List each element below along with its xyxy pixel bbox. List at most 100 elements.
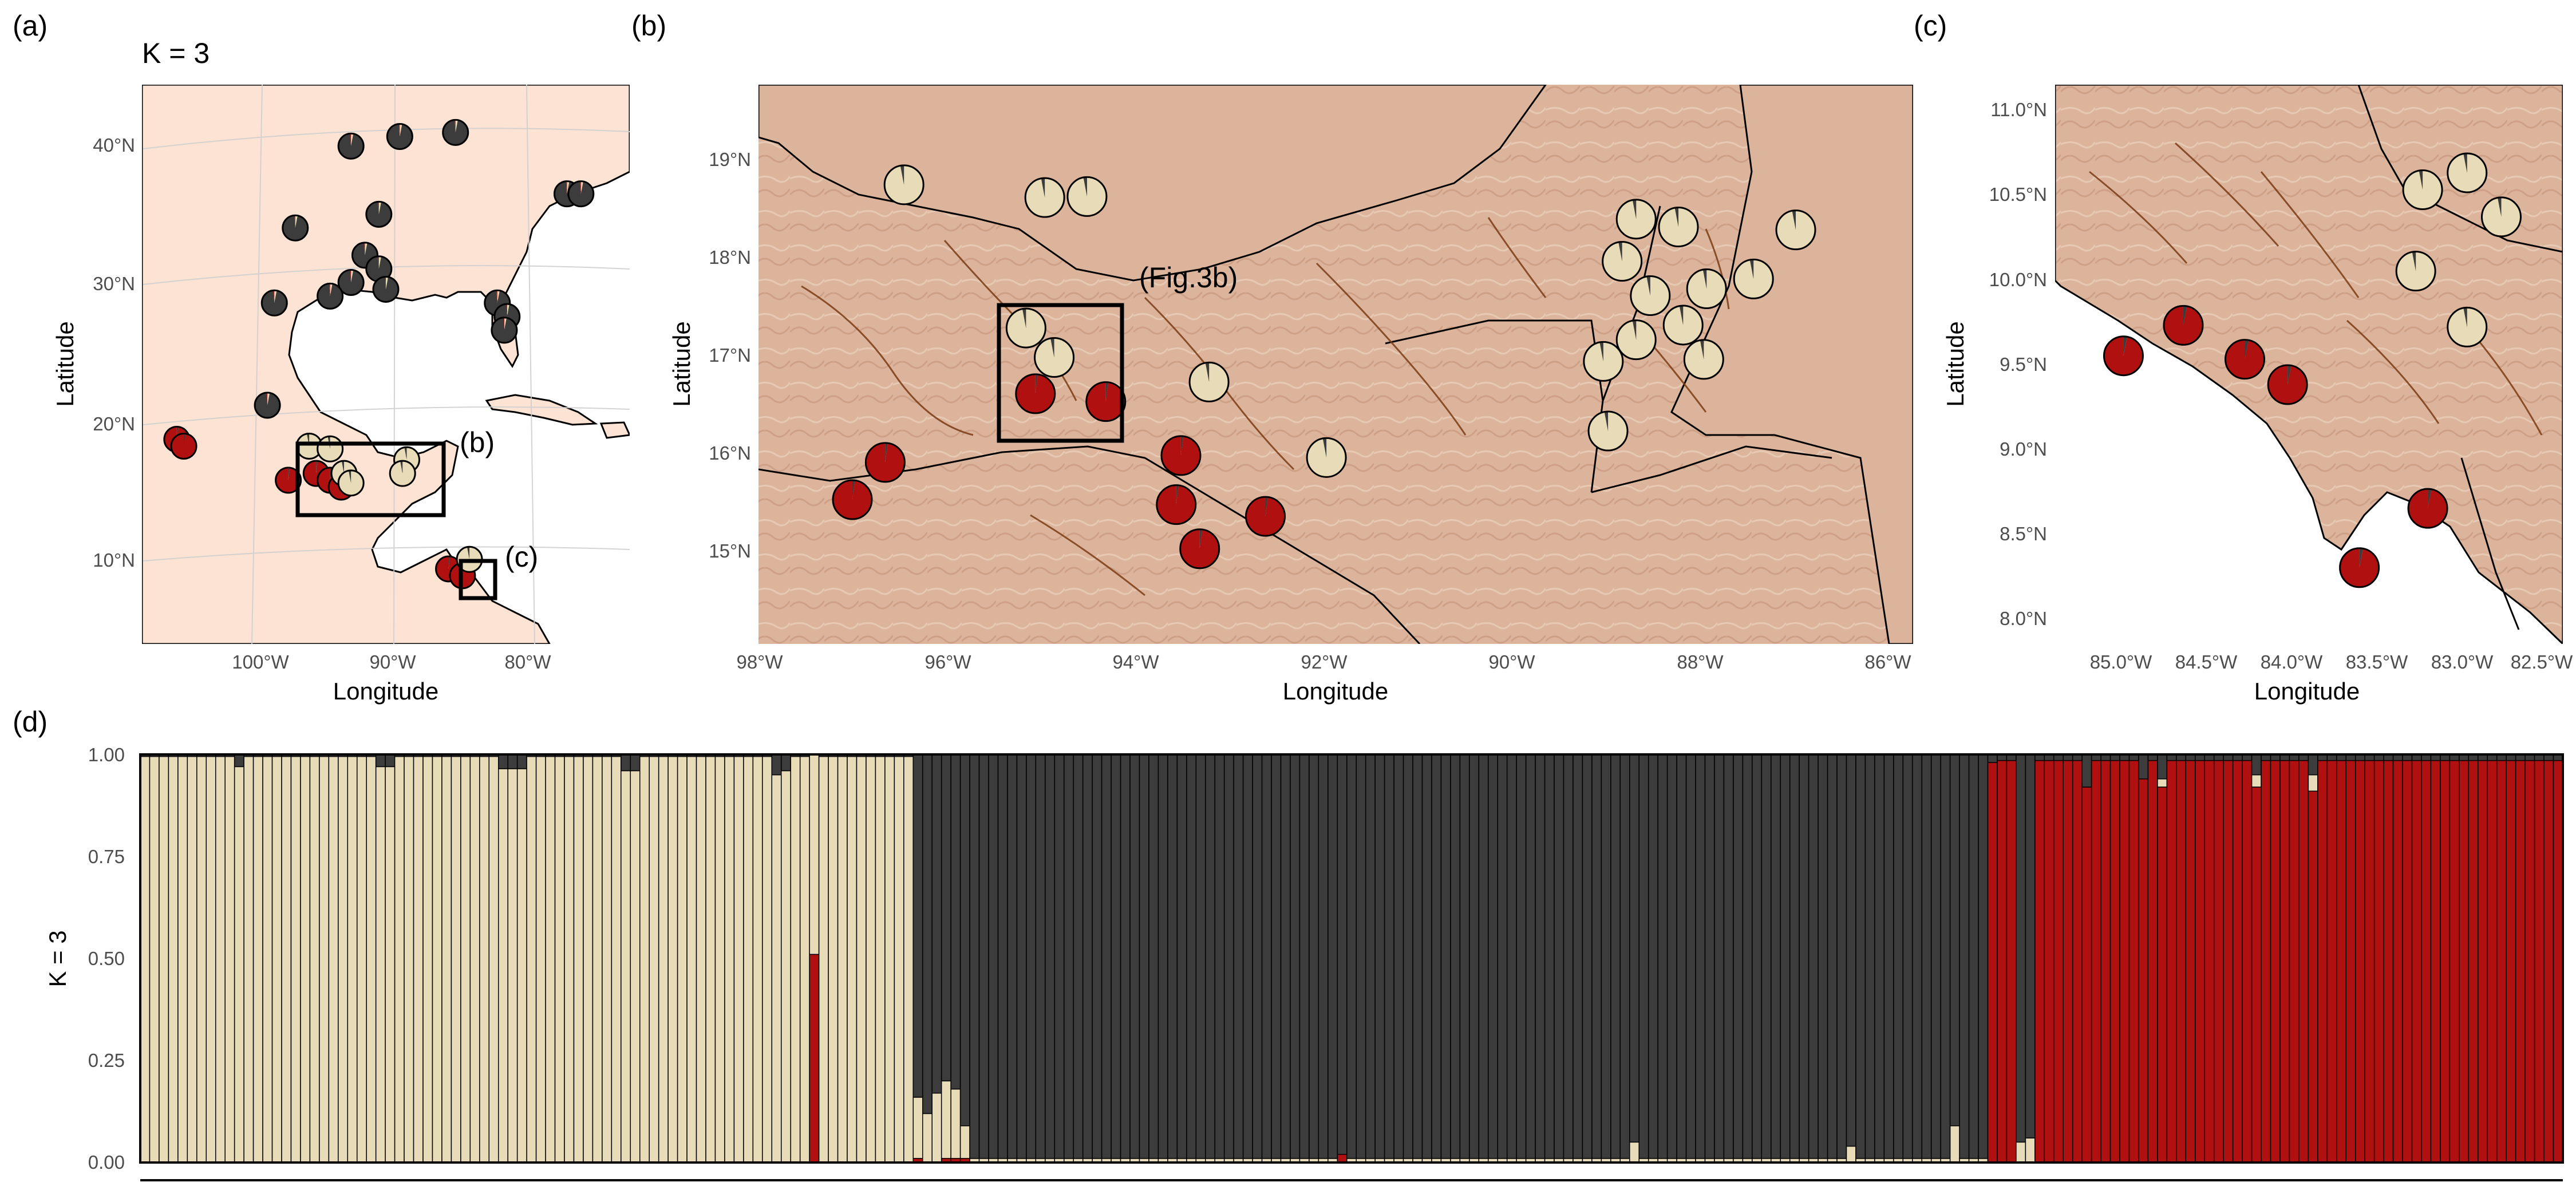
sample-pie-a-4-slice <box>378 201 381 215</box>
sample-pie-a-7-slice <box>350 270 351 283</box>
sample-pie-c-10-slice <box>2463 307 2467 327</box>
bar-104-cluster-2 <box>1120 754 1131 1159</box>
tick-a-x-90: 90°W <box>369 651 416 673</box>
sample-pie-b-14 <box>1245 496 1286 537</box>
bar-27-cluster-1 <box>394 756 405 1163</box>
sample-pie-a-27 <box>389 460 416 487</box>
sample-pie-b-4 <box>1034 337 1075 378</box>
bar-137-cluster-2 <box>1431 754 1442 1159</box>
tick-c-y-9: 9.0°N <box>2000 438 2047 460</box>
sample-pie-b-24 <box>1583 341 1624 382</box>
bar-159-cluster-2 <box>1638 754 1649 1159</box>
tick-c-y-10: 10.0°N <box>1989 269 2047 290</box>
sample-pie-a-8-slice <box>317 283 343 309</box>
bar-214-cluster-1 <box>2157 778 2168 788</box>
bar-111-cluster-2 <box>1186 754 1197 1159</box>
bar-89-cluster-2 <box>978 754 989 1159</box>
bar-140-cluster-2 <box>1459 754 1470 1159</box>
bar-56-cluster-1 <box>667 756 678 1163</box>
sample-pie-a-13-slice <box>491 317 517 343</box>
sample-pie-a-18-slice <box>184 433 185 446</box>
bar-91-cluster-2 <box>997 754 1008 1159</box>
bar-86-cluster-2 <box>950 754 961 1090</box>
sample-pie-a-2-slice <box>442 120 468 145</box>
bar-105-cluster-2 <box>1129 754 1140 1159</box>
bar-67-cluster-2 <box>771 754 782 776</box>
bar-85-cluster-2 <box>941 754 951 1082</box>
bar-82-cluster-1 <box>912 1097 923 1159</box>
bar-172-cluster-2 <box>1761 754 1772 1159</box>
bar-15-cluster-1 <box>281 756 292 1163</box>
bar-100-cluster-2 <box>1082 754 1093 1159</box>
sample-pie-a-15-slice <box>580 181 583 194</box>
sample-pie-b-21 <box>1662 305 1704 346</box>
sample-pie-a-12-slice <box>507 304 509 317</box>
bar-220-cluster-3 <box>2213 760 2224 1163</box>
panel-a: (a) K = 3 (b) (c) <box>13 10 630 705</box>
sample-pie-b-18-slice <box>1630 276 1670 315</box>
sample-pie-c-6-slice <box>2403 170 2443 209</box>
sample-pie-a-7 <box>337 269 365 296</box>
bar-52-cluster-1 <box>630 770 641 1163</box>
sample-pie-b-18-slice <box>1646 276 1650 296</box>
bar-45-cluster-1 <box>564 756 575 1163</box>
bar-200-cluster-2 <box>2025 754 2036 1138</box>
bar-103-cluster-2 <box>1111 754 1121 1159</box>
bar-163-cluster-2 <box>1676 754 1687 1159</box>
sample-pie-c-9 <box>2395 251 2436 292</box>
bars-frame <box>139 753 2564 1164</box>
bar-197-cluster-3 <box>1997 760 2008 1163</box>
bar-253-cluster-3 <box>2524 760 2535 1163</box>
sample-pie-b-3 <box>1005 307 1046 349</box>
bar-63-cluster-1 <box>733 756 744 1163</box>
sample-pie-a-10 <box>260 289 288 317</box>
bar-255-cluster-3 <box>2543 760 2554 1163</box>
tick-c-y-95: 9.5°N <box>2000 354 2047 375</box>
sample-pie-c-2-slice <box>2225 339 2265 379</box>
bar-192-cluster-1 <box>1949 1125 1960 1163</box>
bar-224-cluster-3 <box>2251 786 2262 1163</box>
bar-228-cluster-3 <box>2289 760 2300 1163</box>
bar-127-cluster-3 <box>1337 1153 1348 1163</box>
bar-101-cluster-2 <box>1092 754 1103 1159</box>
bar-24-cluster-1 <box>366 756 377 1163</box>
sample-pie-b-3-slice <box>1022 309 1026 329</box>
fig3b-label: (Fig.3b) <box>1139 262 1238 294</box>
bar-12-cluster-1 <box>252 756 263 1163</box>
bar-231-cluster-3 <box>2317 760 2328 1163</box>
bar-124-cluster-2 <box>1309 754 1319 1159</box>
bar-190-cluster-2 <box>1930 754 1941 1159</box>
bar-4-cluster-1 <box>177 756 188 1163</box>
bar-164-cluster-2 <box>1685 754 1696 1159</box>
axis-b-ylabel: Latitude <box>668 321 695 406</box>
sample-pie-a-24 <box>317 435 344 462</box>
sample-pie-a-0-slice <box>350 133 351 147</box>
tick-c-x-85: 85.0°W <box>2090 651 2152 673</box>
bar-252-cluster-3 <box>2515 760 2526 1163</box>
sample-pie-b-21-slice <box>1679 305 1684 325</box>
sample-pie-c-7-slice <box>2447 153 2487 192</box>
bar-3-cluster-1 <box>168 756 179 1163</box>
bar-5-cluster-1 <box>187 756 197 1163</box>
bar-153-cluster-2 <box>1582 754 1593 1159</box>
bar-232-cluster-3 <box>2326 760 2337 1163</box>
tick-a-y-40: 40°N <box>93 135 135 156</box>
bar-57-cluster-1 <box>677 756 688 1163</box>
bar-21-cluster-1 <box>338 756 349 1163</box>
bar-78-cluster-1 <box>875 756 886 1163</box>
bar-88-cluster-2 <box>969 754 980 1159</box>
sample-pie-a-8-slice <box>330 283 333 296</box>
bar-239-cluster-3 <box>2392 760 2403 1163</box>
bar-212-cluster-3 <box>2138 778 2149 1163</box>
sample-pie-b-22 <box>1733 258 1774 299</box>
sample-pie-b-10-slice <box>852 480 855 500</box>
sample-pie-a-11-slice <box>497 290 500 303</box>
bar-200-cluster-1 <box>2025 1137 2036 1163</box>
bar-121-cluster-2 <box>1280 754 1291 1159</box>
sample-pie-a-8-slice <box>329 283 330 296</box>
sample-pie-a-28-slice <box>338 470 364 496</box>
bar-52-cluster-2 <box>630 754 641 772</box>
sample-pie-a-9 <box>372 275 400 303</box>
sample-pie-a-7-slice <box>351 270 354 283</box>
bar-54-cluster-1 <box>649 756 659 1163</box>
